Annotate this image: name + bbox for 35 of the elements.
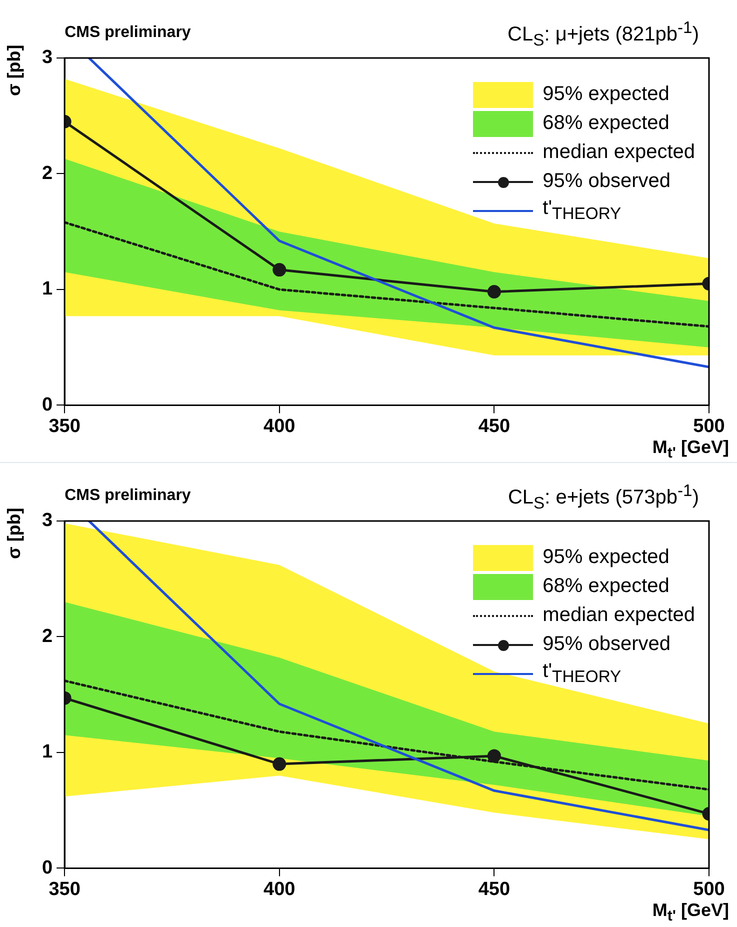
y-tick-label: 0 — [42, 394, 53, 416]
x-axis-title: M$_{t'}$ [GeV] — [652, 900, 729, 925]
x-tick-label: 350 — [48, 878, 80, 900]
legend-label: t'$_{THEORY}$ — [542, 197, 622, 224]
y-tick-label: 3 — [42, 510, 53, 532]
y-tick-label: 3 — [42, 47, 53, 68]
y-axis-title: σ [pb] — [4, 508, 25, 559]
legend-label: t'$_{THEORY}$ — [542, 660, 622, 687]
x-tick-label: 400 — [264, 416, 296, 437]
legend-label: 68% expected — [542, 112, 670, 135]
y-tick-label: 1 — [42, 278, 53, 300]
y-tick-label: 2 — [42, 162, 53, 184]
x-tick-label: 500 — [693, 878, 725, 900]
legend-label: 95% observed — [542, 170, 671, 193]
chart-subtitle: CL$_{S}$: μ+jets (821pb$^{-1}$) — [508, 18, 699, 51]
line-series — [64, 221, 709, 328]
x-tick-label: 500 — [693, 416, 725, 437]
y-axis-title: σ [pb] — [4, 44, 25, 96]
x-tick-label: 400 — [264, 878, 296, 900]
legend-label: 95% expected — [542, 83, 670, 106]
y-tick-label: 1 — [42, 742, 53, 763]
y-tick-label: 2 — [42, 626, 53, 647]
x-tick-label: 450 — [478, 878, 510, 900]
legend-label: 95% expected — [542, 546, 670, 569]
legend-label: 95% observed — [542, 633, 671, 656]
chart-title: CMS preliminary — [64, 487, 191, 505]
y-tick-label: 0 — [42, 857, 53, 878]
legend-label: 68% expected — [542, 575, 670, 598]
chart-title: CMS preliminary — [64, 24, 191, 42]
chart-subtitle: CL$_{S}$: e+jets (573pb$^{-1}$) — [508, 481, 699, 514]
legend-label: median expected — [542, 141, 695, 164]
x-axis-title: M$_{t'}$ [GeV] — [652, 437, 729, 462]
x-tick-label: 350 — [48, 416, 80, 437]
x-tick-label: 450 — [478, 416, 510, 437]
legend-label: median expected — [542, 604, 695, 627]
